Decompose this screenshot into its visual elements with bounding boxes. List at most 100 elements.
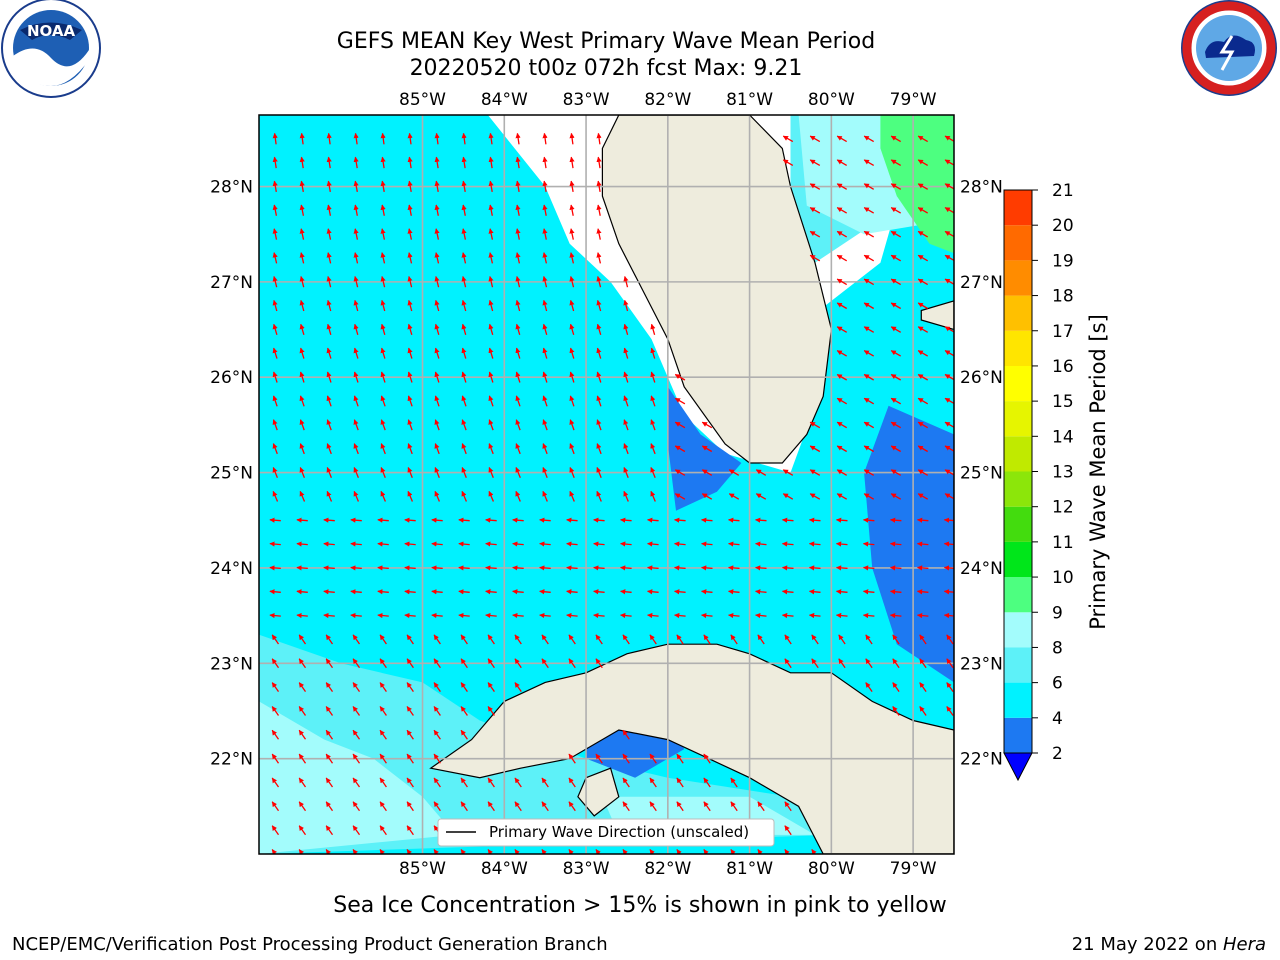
wave-arrow xyxy=(701,421,713,429)
wave-arrow xyxy=(676,634,684,645)
wave-arrow xyxy=(298,849,305,854)
colorbar-segment xyxy=(1004,506,1032,542)
wave-arrow xyxy=(431,589,443,595)
wave-arrow xyxy=(272,156,278,169)
wave-arrow xyxy=(596,490,602,502)
wave-arrow xyxy=(487,634,495,645)
wave-arrow xyxy=(458,565,470,571)
footer-date: 21 May 2022 on Hera xyxy=(1072,934,1266,955)
wave-arrow xyxy=(569,323,575,335)
wave-arrow xyxy=(836,207,848,214)
wave-arrow xyxy=(890,183,902,190)
wave-arrow xyxy=(353,156,359,169)
wave-arrow xyxy=(917,421,929,429)
wave-arrow xyxy=(595,634,603,645)
y-tick-label-left: 25°N xyxy=(210,464,253,484)
colorbar-segment xyxy=(1004,365,1032,402)
wave-arrow xyxy=(836,230,848,238)
wave-arrow xyxy=(916,565,929,571)
wave-arrow xyxy=(892,634,900,645)
land-layer xyxy=(429,115,954,854)
wave-arrow xyxy=(811,634,819,645)
wave-arrow xyxy=(836,254,848,262)
colorbar-tick-label: 16 xyxy=(1052,357,1074,377)
wave-arrow xyxy=(569,371,575,383)
wave-arrow xyxy=(808,541,821,547)
wave-arrow xyxy=(353,252,359,264)
wave-arrow xyxy=(433,777,441,788)
wave-arrow xyxy=(919,682,927,692)
wave-arrow xyxy=(809,207,821,214)
wave-arrow xyxy=(461,395,467,407)
graticule xyxy=(259,115,954,854)
colorbar-tick-label: 18 xyxy=(1052,287,1074,307)
wave-arrow xyxy=(649,849,655,854)
wave-arrow xyxy=(863,397,875,405)
wave-arrow xyxy=(568,801,576,812)
wave-arrow xyxy=(380,252,386,264)
wave-arrow xyxy=(541,849,547,854)
wave-arrow xyxy=(622,777,630,788)
wave-arrow xyxy=(433,682,441,692)
land-isla-de-la-juventud xyxy=(577,767,620,817)
wave-arrow xyxy=(460,658,468,669)
wave-arrow xyxy=(649,777,657,788)
wave-arrow xyxy=(352,634,361,645)
wave-arrow xyxy=(674,517,686,523)
colorbar-tick-label: 10 xyxy=(1052,568,1074,588)
wave-arrow xyxy=(917,397,929,405)
wave-arrow xyxy=(407,490,413,502)
wave-arrow xyxy=(916,612,929,619)
wave-arrow xyxy=(269,541,281,547)
wave-arrow xyxy=(836,350,848,357)
wave-arrow xyxy=(863,421,875,429)
colorbar: 2 4 6 8 9 10 11 12 13 14 15 16 17 18 19 20 21 xyxy=(1003,181,1074,782)
wave-arrow xyxy=(701,493,713,500)
wave-arrow xyxy=(512,541,524,547)
wave-arrow xyxy=(272,371,278,383)
wave-arrow xyxy=(542,419,548,431)
colorbar-segment xyxy=(1004,577,1032,613)
wave-arrow xyxy=(514,777,522,788)
wave-arrow xyxy=(325,634,334,645)
wave-arrow xyxy=(755,493,767,500)
wave-arrow xyxy=(458,589,470,595)
wave-arrow xyxy=(325,849,332,854)
wave-arrow xyxy=(836,183,848,190)
wave-arrow xyxy=(272,490,279,502)
wave-arrow xyxy=(460,682,468,692)
wave-arrow xyxy=(623,443,629,455)
wave-arrow xyxy=(461,156,467,169)
wave-arrow xyxy=(596,299,602,312)
wave-arrow xyxy=(488,490,494,502)
wave-arrow xyxy=(890,469,902,476)
wave-arrow xyxy=(890,278,902,286)
y-tick-label-left: 23°N xyxy=(210,654,253,674)
wave-arrow xyxy=(836,302,848,310)
wave-arrow xyxy=(569,395,575,407)
wave-arrow xyxy=(406,729,414,740)
wave-arrow xyxy=(458,517,470,523)
wave-arrow xyxy=(728,612,740,619)
wave-arrow xyxy=(515,323,521,335)
wave-arrow xyxy=(326,132,332,145)
wave-arrow xyxy=(809,254,821,262)
wave-arrow xyxy=(296,589,308,595)
wave-arrow xyxy=(539,541,551,547)
x-tick-label-top: 80°W xyxy=(808,90,855,110)
colorbar-tick-label: 15 xyxy=(1052,392,1074,412)
y-tick-label-left: 27°N xyxy=(210,273,253,293)
wave-arrow xyxy=(377,565,389,571)
wave-arrow xyxy=(299,395,305,407)
wave-arrow xyxy=(353,347,359,359)
wave-arrow xyxy=(542,275,548,288)
wave-arrow xyxy=(650,443,656,455)
wave-arrow xyxy=(352,706,361,716)
wave-arrow xyxy=(890,326,902,333)
wave-arrow xyxy=(890,254,902,262)
wave-arrow xyxy=(353,204,359,216)
wave-arrow xyxy=(703,753,711,764)
wave-arrow xyxy=(458,612,470,619)
wave-arrow xyxy=(406,825,414,836)
wave-arrow xyxy=(379,753,387,764)
